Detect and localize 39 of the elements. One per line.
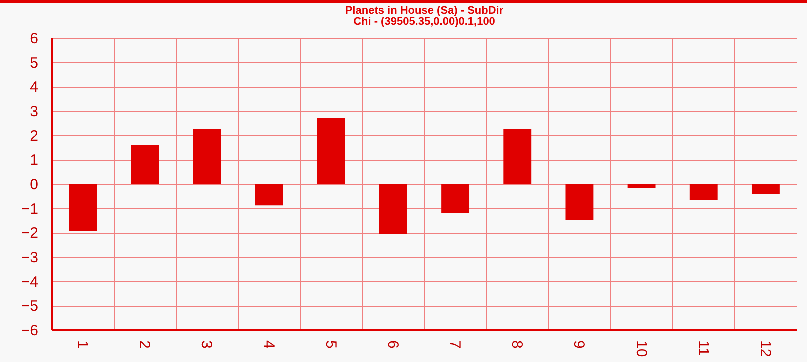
x-tick-label: 3 (198, 340, 216, 349)
y-tick-label: −6 (21, 322, 38, 340)
x-tick-label: 6 (384, 340, 402, 349)
y-tick-label: 5 (30, 54, 38, 72)
x-tick-label: 12 (756, 340, 774, 358)
y-tick-label: 1 (30, 152, 38, 170)
y-tick-label: 3 (30, 104, 38, 120)
chart-title: Planets in House (Sa) - SubDir (345, 5, 504, 17)
x-tick-label: 8 (508, 340, 526, 349)
bar (69, 184, 98, 232)
x-tick-label: 5 (322, 340, 340, 349)
bar (131, 145, 160, 184)
bar (442, 184, 470, 214)
x-tick-label: 10 (632, 340, 650, 358)
chart-subtitle: Chi - (39505.35,0.00)0.1,100 (354, 16, 496, 28)
bar (690, 184, 718, 200)
y-tick-label: −3 (21, 250, 38, 266)
y-tick-label: 2 (30, 128, 38, 145)
bar (566, 184, 594, 220)
x-tick-label: 11 (694, 340, 712, 356)
x-tick-label: 2 (136, 340, 154, 349)
bar (379, 184, 408, 234)
x-tick-label: 9 (570, 340, 588, 349)
y-tick-label: −2 (21, 225, 38, 242)
x-tick-label: 7 (446, 340, 464, 349)
bar (504, 129, 532, 184)
y-tick-label: 4 (30, 79, 38, 96)
bar (255, 184, 284, 206)
bar (193, 129, 222, 184)
y-tick-label: 0 (30, 176, 38, 194)
y-tick-label: −1 (21, 200, 38, 218)
y-tick-label: −4 (21, 274, 38, 291)
y-tick-label: 6 (30, 30, 38, 48)
bar (317, 118, 346, 184)
bar (752, 184, 780, 194)
bar (628, 184, 656, 188)
y-tick-label: −5 (21, 298, 38, 316)
x-tick-label: 1 (74, 340, 92, 349)
x-tick-label: 4 (260, 340, 278, 349)
